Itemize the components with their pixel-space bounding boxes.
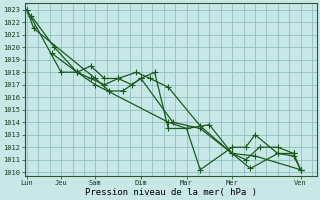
X-axis label: Pression niveau de la mer( hPa ): Pression niveau de la mer( hPa )	[84, 188, 257, 197]
